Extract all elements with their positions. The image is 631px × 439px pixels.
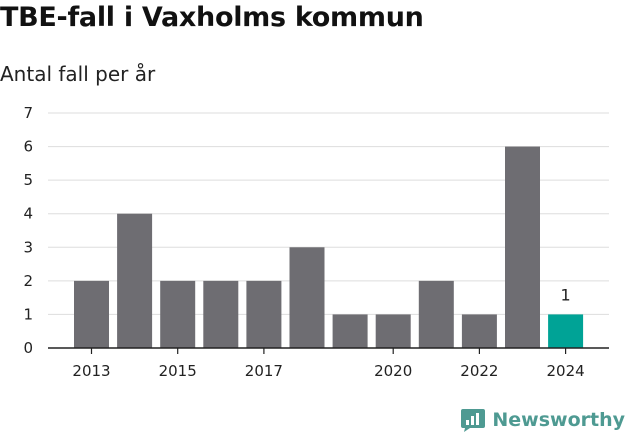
y-tick-label: 5	[23, 171, 33, 189]
bar-2020	[375, 314, 411, 348]
x-tick-label: 2015	[159, 362, 197, 380]
bar-2023	[505, 146, 540, 348]
x-tick-label: 2024	[547, 362, 585, 380]
bar-2019	[332, 314, 368, 348]
x-tick-label: 2013	[72, 362, 110, 380]
data-labels: 1	[561, 285, 571, 304]
bar-2024	[548, 314, 584, 348]
bar-2017	[246, 280, 282, 348]
y-tick-label: 2	[23, 272, 33, 290]
y-tick-label: 6	[23, 138, 33, 156]
y-axis-ticks: 0 1 2 3 4 5 6 7	[23, 104, 33, 357]
bar-2014	[117, 213, 153, 348]
x-axis-ticks: 2013 2015 2017 2020 2022 2024	[72, 348, 585, 380]
bar-2018	[289, 247, 325, 348]
x-tick-label: 2017	[245, 362, 283, 380]
bar-2013	[74, 280, 109, 348]
data-label-2024: 1	[561, 285, 571, 304]
newsworthy-logo-icon	[461, 409, 486, 432]
y-tick-label: 4	[23, 205, 33, 223]
y-tick-label: 0	[23, 339, 33, 357]
y-tick-label: 1	[23, 305, 33, 323]
y-tick-label: 7	[23, 104, 33, 122]
x-tick-label: 2020	[374, 362, 412, 380]
brand-name: Newsworthy	[492, 409, 625, 431]
chart-title: TBE-fall i Vaxholms kommun	[0, 2, 424, 33]
bars	[74, 146, 584, 348]
chart-subtitle: Antal fall per år	[0, 62, 156, 86]
bar-2016	[203, 280, 239, 348]
brand-logo: Newsworthy	[460, 407, 625, 433]
bar-2022	[461, 314, 497, 348]
x-tick-label: 2022	[460, 362, 498, 380]
y-tick-label: 3	[23, 238, 33, 256]
bar-2015	[160, 280, 196, 348]
bar-2021	[418, 280, 454, 348]
